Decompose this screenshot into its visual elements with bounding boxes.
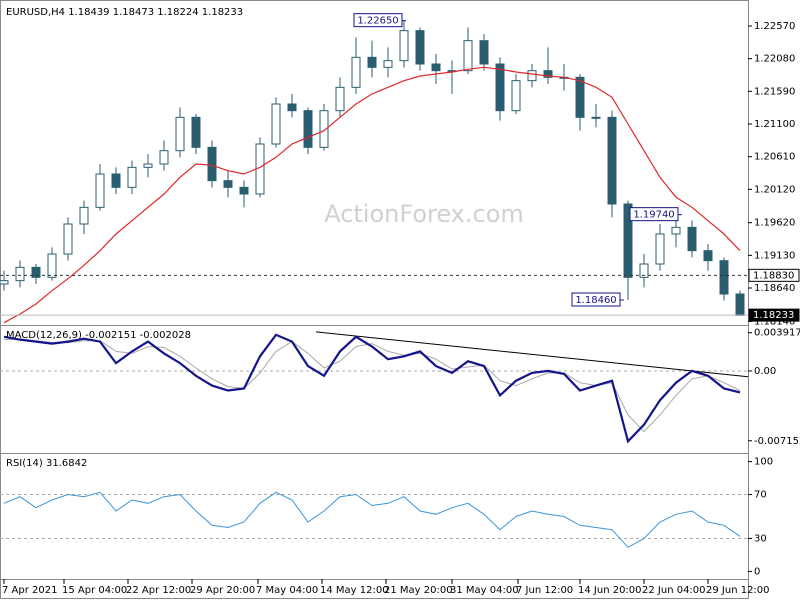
annotation-label: 1.18460 <box>575 295 616 306</box>
candle-body <box>511 80 521 112</box>
frame <box>0 0 749 599</box>
y-tick-label: -0.007152 <box>754 436 800 447</box>
y-tick-label: 1.18640 <box>754 283 795 294</box>
candle-body <box>271 103 281 145</box>
x-tick-label: 21 May 20:00 <box>384 585 453 596</box>
candle-body <box>351 56 361 88</box>
candle-body <box>335 86 345 112</box>
candle-body <box>175 116 185 152</box>
x-tick-label: 7 May 04:00 <box>256 585 318 596</box>
candle-body <box>191 116 201 148</box>
candle-body <box>111 173 121 188</box>
annotation-label: 1.19740 <box>633 210 674 221</box>
candle-body <box>79 206 89 225</box>
candle-body <box>223 180 233 188</box>
candle-body <box>319 110 329 148</box>
candle-body <box>95 173 105 208</box>
candle-body <box>127 166 137 188</box>
candle-body <box>143 163 153 168</box>
candle-body <box>591 116 601 119</box>
candle-body <box>719 260 729 295</box>
watermark: ActionForex.com <box>324 200 524 228</box>
y-tick-label: 1.21590 <box>754 86 795 97</box>
price-label: 1.18830 <box>753 270 794 281</box>
price-label: 1.18233 <box>753 310 794 321</box>
x-tick-label: 14 May 12:00 <box>320 585 389 596</box>
annotation-box <box>353 13 403 28</box>
y-tick-label: 0 <box>754 566 760 577</box>
panel-title: EURUSD,H4 1.18439 1.18473 1.18224 1.1823… <box>6 7 243 18</box>
candle-body <box>607 116 617 205</box>
y-tick-label: 1.22570 <box>754 21 795 32</box>
candle-body <box>479 40 489 65</box>
x-tick-label: 7 Apr 2021 <box>2 585 57 596</box>
annotation-box <box>571 292 621 307</box>
candle-body <box>623 203 633 278</box>
x-tick-label: 14 Jun 20:00 <box>578 585 642 596</box>
x-tick-label: 22 Jun 04:00 <box>642 585 706 596</box>
rsi-line <box>3 491 741 548</box>
moving_average-line <box>3 66 741 324</box>
y-tick-label: 70 <box>754 490 767 501</box>
x-tick-label: 29 Jun 12:00 <box>706 585 770 596</box>
candle-body <box>543 70 553 78</box>
y-tick-label: 100 <box>754 457 773 468</box>
candle-body <box>495 63 505 112</box>
annotation-box <box>629 207 679 222</box>
candle-body <box>239 186 249 195</box>
candle-body <box>639 263 649 278</box>
price-box <box>748 268 800 282</box>
candle-body <box>63 223 73 255</box>
x-tick-label: 22 Apr 12:00 <box>126 585 191 596</box>
y-tick-label: 0.00 <box>754 366 776 377</box>
x-tick-label: 31 May 04:00 <box>450 585 519 596</box>
panel-title: MACD(12,26,9) -0.002151 -0.002028 <box>6 330 191 341</box>
candle-body <box>735 293 745 316</box>
candle-body <box>415 30 425 65</box>
candle-body <box>47 253 57 278</box>
y-tick-label: 30 <box>754 533 767 544</box>
x-tick-label: 29 Apr 20:00 <box>190 585 255 596</box>
macd-line <box>3 333 741 444</box>
candle-body <box>0 280 9 285</box>
y-tick-label: 1.19130 <box>754 250 795 261</box>
y-tick-label: 1.19620 <box>754 218 795 229</box>
y-tick-label: 0.003917 <box>754 328 800 339</box>
x-tick-label: 15 Apr 04:00 <box>62 585 127 596</box>
candle-body <box>687 226 697 252</box>
candle-body <box>527 70 537 82</box>
x-tick-label: 7 Jun 12:00 <box>516 585 573 596</box>
candle-body <box>303 110 313 148</box>
candle-body <box>575 76 585 118</box>
y-tick-label: 1.20610 <box>754 152 795 163</box>
candle-body <box>15 266 25 282</box>
y-tick-label: 1.18140 <box>754 316 795 327</box>
annotation-label: 1.22650 <box>357 16 398 27</box>
panel-title: RSI(14) 31.6842 <box>6 458 87 469</box>
y-tick-label: 1.22080 <box>754 54 795 65</box>
candle-body <box>207 146 217 182</box>
y-tick-label: 1.21100 <box>754 119 795 130</box>
candle-body <box>463 40 473 72</box>
candle-body <box>431 63 441 72</box>
candle-body <box>655 233 665 265</box>
trendline <box>315 331 749 378</box>
candle-body <box>399 30 409 62</box>
candle-body <box>671 226 681 235</box>
candle-body <box>383 60 393 68</box>
candle-body <box>31 266 41 278</box>
signal-line <box>3 338 741 433</box>
candle-body <box>287 103 297 112</box>
candle-body <box>367 56 377 68</box>
price-box <box>748 308 800 322</box>
candle-body <box>703 250 713 262</box>
candle-body <box>159 150 169 165</box>
y-tick-label: 1.20120 <box>754 184 795 195</box>
